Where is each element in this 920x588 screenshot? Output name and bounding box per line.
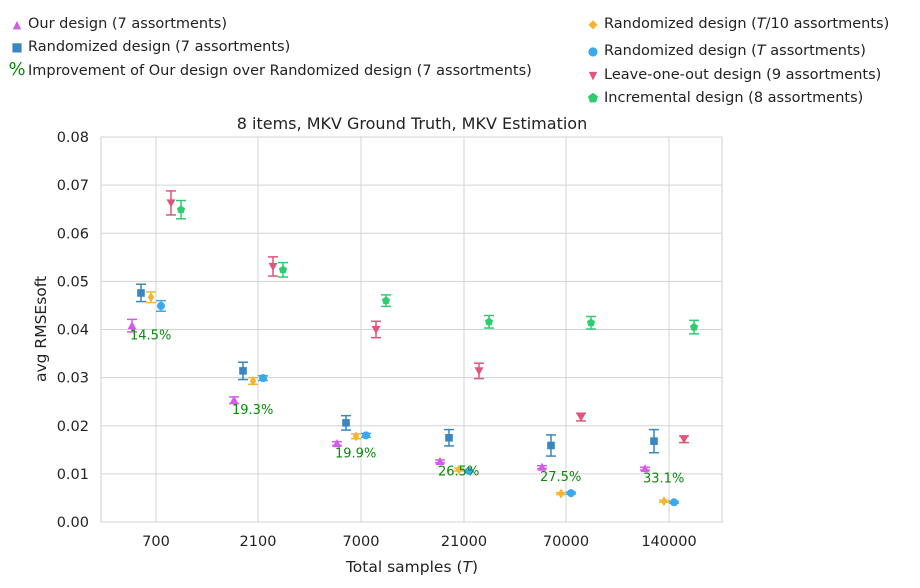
legend-item: ▲ Our design (7 assortments) [8,15,227,34]
legend-label: Our design (7 assortments) [28,16,228,32]
y-tick-label: 0.05 [57,274,89,290]
data-point [537,462,547,471]
data-point [660,496,668,507]
data-point [547,441,555,450]
x-tick-labels: 700 2100 7000 21000 70000 140000 [142,534,697,550]
data-markers [127,199,699,507]
y-tick-label: 0.02 [57,419,89,435]
legend-marker-icon: ◆ [588,17,598,31]
data-point [362,431,370,440]
data-point [381,296,391,305]
data-point [278,265,288,274]
legend-item: % Improvement of Our design over Randomiz… [8,59,532,80]
x-tick-label: 7000 [343,534,380,550]
chart-title: 8 items, MKV Ground Truth, MKV Estimatio… [237,114,587,133]
data-point [640,464,650,473]
y-tick-label: 0.00 [57,515,89,531]
x-tick-label: 700 [142,534,170,550]
improvement-label: 27.5% [540,470,581,485]
data-point [249,375,257,386]
data-point [371,325,381,334]
data-point [650,437,658,445]
x-tick-label: 70000 [543,534,589,550]
x-tick-label: 21000 [441,534,487,550]
y-tick-labels: 0.00 0.01 0.02 0.03 0.04 0.05 0.06 0.07 0.08 [57,130,89,531]
data-point [586,318,596,327]
legend-item: ■ Randomized design (7 assortments) [8,38,290,56]
legend-item: ◆ Randomized design (T/10 assortments) [584,15,889,33]
data-point [332,439,342,448]
improvement-label: 19.3% [232,403,273,418]
gridlines [101,136,722,523]
legend-item: ▼ Leave-one-out design (9 assortments) [584,66,882,85]
data-point [484,317,494,326]
legend-marker-icon: ■ [11,40,23,54]
legend-label: Incremental design (8 assortments) [604,90,864,106]
y-tick-label: 0.08 [57,130,89,146]
legend-label: Leave-one-out design (9 assortments) [604,67,882,83]
y-tick-label: 0.03 [57,371,89,387]
data-point [137,289,145,297]
improvement-label: 33.1% [643,472,684,487]
legend-marker-icon: ▼ [588,69,598,82]
improvement-label: 26.5% [438,464,479,479]
legend-marker-icon: ● [587,44,599,58]
data-point [474,367,484,376]
data-point [127,321,137,330]
data-point [176,205,186,214]
improvement-label: 14.5% [130,329,171,344]
y-axis-label: avg RMSEsoft [32,276,50,382]
data-point [259,374,267,383]
data-point [435,456,445,465]
data-point [229,395,239,404]
legend-label: Randomized design (T/10 assortments) [604,16,890,32]
improvement-annotations: 14.5% 19.3% 19.9% 26.5% 27.5% 33.1% [130,329,684,487]
data-point [567,489,575,498]
data-point [268,262,278,271]
data-point [465,466,473,475]
x-tick-label: 2100 [240,534,277,550]
data-point [455,464,463,475]
data-point [679,435,689,444]
data-point [445,433,453,442]
y-tick-label: 0.06 [57,226,89,242]
data-point [557,488,565,499]
legend-item: ⬟ Incremental design (8 assortments) [584,89,864,107]
legend-label: Improvement of Our design over Randomize… [28,63,532,79]
improvement-label: 19.9% [335,447,376,462]
data-point [239,367,247,375]
x-tick-label: 140000 [641,534,696,550]
y-tick-label: 0.01 [57,467,89,483]
data-point [147,292,155,303]
y-tick-label: 0.04 [57,323,89,339]
data-point [166,199,176,208]
data-point [689,322,699,331]
data-point [576,413,586,422]
legend-marker-icon: ▲ [12,18,22,31]
legend-marker-icon: ⬟ [587,91,599,105]
data-point [157,301,165,310]
legend-label: Randomized design (7 assortments) [28,39,291,55]
x-axis-label: Total samples (T) [345,558,478,576]
legend-label: Randomized design (T assortments) [604,43,866,59]
data-point [342,419,350,427]
data-point [352,431,360,442]
data-point [670,498,678,507]
y-tick-label: 0.07 [57,178,89,194]
legend-marker-icon: % [8,59,26,80]
legend-item: ● Randomized design (T assortments) [584,42,866,60]
